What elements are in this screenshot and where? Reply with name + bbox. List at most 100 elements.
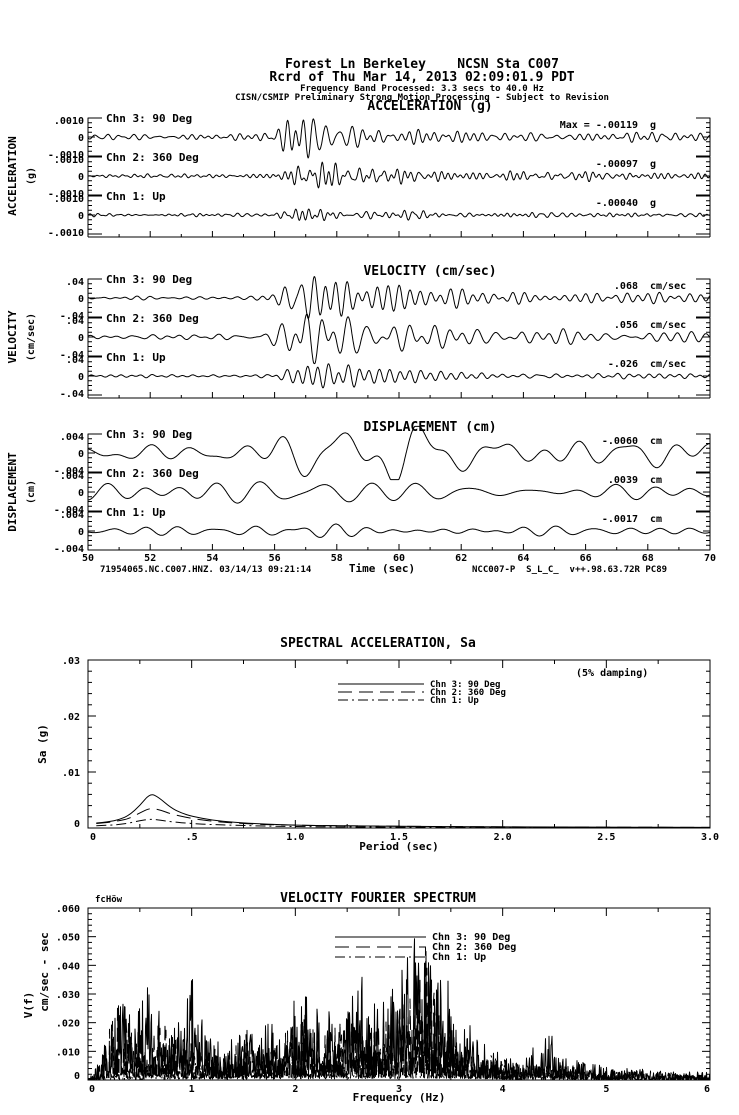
- max-unit-label: cm/sec: [650, 359, 686, 370]
- max-value-label: .068: [614, 281, 638, 292]
- sa-x-tick-label: 3.0: [701, 832, 719, 843]
- y-tick-label: -.004: [54, 505, 84, 516]
- sa-y-tick-label: .02: [62, 712, 80, 723]
- channel-label: Chn 2: 360 Deg: [106, 467, 199, 480]
- displacement-time-series-trace-2: [87, 481, 711, 504]
- fc-annotation: fcHöw: [95, 895, 123, 905]
- sa-curve-chn-1--up: [96, 818, 711, 829]
- y-tick-label: -.0010: [48, 150, 84, 161]
- max-unit-label: cm: [650, 514, 662, 525]
- max-value-label: -.00040: [596, 198, 638, 209]
- max-value-label: -.0060: [602, 436, 638, 447]
- displacement-time-series-side-unit: (cm): [26, 480, 37, 504]
- y-tick-label: 0: [78, 372, 84, 383]
- acceleration-time-series-trace-2: [87, 161, 711, 189]
- velocity-time-series-trace-3: [87, 276, 711, 319]
- sa-x-tick-label: 2.5: [597, 832, 615, 843]
- fourier-legend-label: Chn 3: 90 Deg: [432, 932, 510, 943]
- frequency-axis-label: Frequency (Hz): [352, 1091, 446, 1104]
- time-tick-label: 52: [144, 553, 156, 564]
- time-tick-label: 58: [331, 553, 343, 564]
- acceleration-title: ACCELERATION (g): [367, 99, 493, 114]
- acceleration-time-series-trace-3: [87, 118, 711, 159]
- y-tick-label: 0: [78, 133, 84, 144]
- fourier-y-tick-label: .030: [56, 990, 80, 1001]
- velocity-title: VELOCITY (cm/sec): [363, 264, 497, 279]
- max-value-label: .0039: [608, 475, 638, 486]
- velocity-time-series-side-unit: (cm/sec): [26, 313, 37, 361]
- fourier-y-tick-label: .050: [56, 933, 80, 944]
- y-tick-label: .04: [66, 316, 84, 327]
- fourier-x-tick-label: 4: [500, 1084, 506, 1095]
- sa-x-tick-label: 1.0: [286, 832, 304, 843]
- displacement-time-series-trace-1: [87, 523, 711, 538]
- y-tick-label: -.04: [60, 311, 84, 322]
- y-tick-label: 0: [78, 449, 84, 460]
- sa-curve-chn-3--90-deg: [96, 794, 711, 828]
- fourier-x-tick-label: 2: [292, 1084, 298, 1095]
- y-tick-label: -.004: [54, 466, 84, 477]
- time-tick-label: 70: [704, 553, 716, 564]
- fourier-x-tick-label: 5: [603, 1084, 609, 1095]
- sa-legend-label: Chn 3: 90 Deg: [430, 680, 500, 690]
- max-unit-label: g: [650, 198, 656, 209]
- max-value-label: -.026: [608, 359, 638, 370]
- y-tick-label: .0010: [54, 155, 84, 166]
- y-tick-label: 0: [78, 527, 84, 538]
- max-value-label: .056: [614, 320, 638, 331]
- sa-y-axis-label: Sa (g): [36, 724, 49, 764]
- sa-x-tick-label: 2.0: [494, 832, 512, 843]
- fourier-legend-label: Chn 2: 360 Deg: [432, 942, 516, 953]
- fourier-x-tick-label: 0: [89, 1084, 95, 1095]
- channel-label: Chn 2: 360 Deg: [106, 312, 199, 325]
- sa-legend-label: Chn 1: Up: [430, 696, 479, 706]
- time-tick-label: 56: [269, 553, 281, 564]
- time-tick-label: 60: [393, 553, 405, 564]
- fourier-trace-chn-3--90-deg: [88, 938, 711, 1081]
- sa-legend-label: Chn 2: 360 Deg: [430, 688, 506, 698]
- time-tick-label: 68: [642, 553, 654, 564]
- max-unit-label: cm/sec: [650, 320, 686, 331]
- y-tick-label: -.004: [54, 544, 84, 555]
- y-tick-label: -.0010: [48, 189, 84, 200]
- max-unit-label: cm/sec: [650, 281, 686, 292]
- fourier-legend-label: Chn 1: Up: [432, 952, 486, 963]
- record-id-footer: 71954065.NC.C007.HNZ. 03/14/13 09:21:14: [100, 565, 312, 575]
- fourier-y-tick-label: .040: [56, 961, 80, 972]
- spectral-acceleration-title: SPECTRAL ACCELERATION, Sa: [280, 636, 476, 651]
- time-tick-label: 62: [455, 553, 467, 564]
- period-axis-label: Period (sec): [359, 840, 439, 853]
- velocity-time-series-trace-2: [87, 313, 711, 365]
- y-tick-label: .0010: [54, 194, 84, 205]
- y-tick-label: 0: [78, 294, 84, 305]
- time-tick-label: 50: [82, 553, 94, 564]
- fourier-y-tick-label: .020: [56, 1019, 80, 1030]
- channel-label: Chn 1: Up: [106, 190, 166, 203]
- max-unit-label: g: [650, 159, 656, 170]
- station-title: Forest Ln Berkeley NCSN Sta C007: [285, 57, 559, 72]
- fourier-y-tick-label: 0: [74, 1071, 80, 1082]
- processing-disclaimer-line: CISN/CSMIP Preliminary Strong Motion Pro…: [235, 93, 609, 103]
- y-tick-label: .004: [60, 432, 84, 443]
- y-tick-label: 0: [78, 172, 84, 183]
- max-unit-label: cm: [650, 475, 662, 486]
- frequency-band-line: Frequency Band Processed: 3.3 secs to 40…: [300, 84, 544, 94]
- max-unit-label: cm: [650, 436, 662, 447]
- y-tick-label: -.0010: [48, 228, 84, 239]
- sa-x-tick-label: 0: [90, 832, 96, 843]
- max-unit-label: g: [650, 120, 656, 131]
- y-tick-label: -.04: [60, 350, 84, 361]
- sa-curve-chn-2--360-deg: [96, 808, 711, 828]
- time-axis-label: Time (sec): [348, 562, 416, 575]
- acceleration-time-series-side-unit: (g): [26, 167, 37, 185]
- fourier-y-axis-unit-label: cm/sec - sec: [38, 932, 51, 1011]
- sa-x-tick-label: .5: [186, 832, 198, 843]
- max-value-label: -.0017: [602, 514, 638, 525]
- fourier-x-tick-label: 1: [189, 1084, 195, 1095]
- acceleration-time-series-side-label: ACCELERATION: [6, 136, 19, 215]
- fourier-x-tick-label: 6: [704, 1084, 710, 1095]
- max-value-label: -.00097: [596, 159, 638, 170]
- y-tick-label: .0010: [54, 116, 84, 127]
